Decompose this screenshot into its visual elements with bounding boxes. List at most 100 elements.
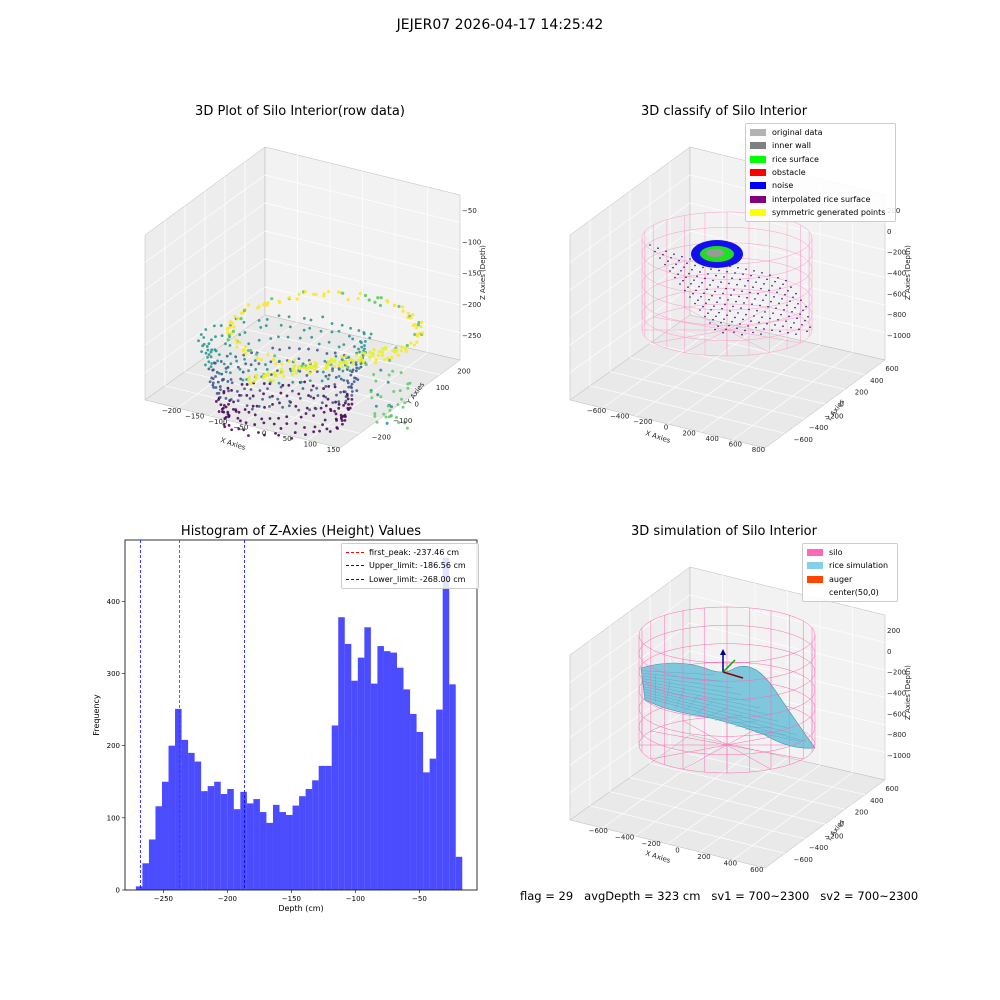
sim-x-tick-label: 600 [750, 866, 763, 874]
raw-z-tick-label: −100 [462, 238, 481, 246]
classify-legend-item: original data [750, 126, 891, 139]
histogram-bar [168, 745, 176, 890]
classify-surface-cluster [691, 240, 743, 268]
simulation-legend: silo rice simulation auger center(50,0) [802, 543, 898, 603]
histogram-bar [161, 781, 169, 890]
raw-3d-grid [144, 155, 461, 441]
legend-label: interpolated rice surface [772, 194, 871, 204]
histogram-bar [155, 806, 162, 890]
histogram-bar [240, 791, 247, 890]
histogram-bar [207, 786, 215, 890]
histogram-bar [397, 667, 404, 890]
cls-z-tick-label: −600 [887, 290, 906, 298]
simulation-3d-grid [569, 575, 886, 861]
histogram-bar [266, 822, 273, 890]
raw-z-tick-label: −200 [462, 301, 481, 309]
histogram-x-tick-label: −50 [412, 895, 427, 903]
sim-z-tick-label: −400 [887, 690, 906, 698]
histogram-bar [318, 765, 326, 890]
histogram-bar [423, 772, 430, 890]
legend-line-swatch [346, 578, 364, 580]
simulation-rice-surface [640, 662, 816, 749]
legend-swatch [750, 169, 766, 177]
legend-label: rice surface [772, 154, 819, 164]
classify-x-ticks: −600 −400 −200 0 200 400 600 800 [587, 407, 765, 454]
raw-y-tick-label: 100 [436, 384, 449, 392]
histogram-bar [325, 765, 332, 890]
histogram-bar [259, 812, 267, 890]
raw-x-tick-label: −100 [208, 418, 227, 426]
cls-y-tick-label: 0 [840, 401, 844, 409]
raw-y-tick-label: 200 [457, 367, 470, 375]
classify-legend-item: inner wall [750, 139, 891, 152]
simulation-legend-item: center(50,0) [807, 586, 893, 599]
raw-z-tick-label: −50 [462, 207, 477, 215]
raw-z-tick-label: −150 [462, 270, 481, 278]
histogram-y-axis-label: Frequency [92, 694, 101, 736]
figure-suptitle: JEJER07 2026-04-17 14:25:42 [396, 17, 604, 33]
sim-z-tick-label: −800 [887, 731, 906, 739]
histogram-bar [246, 803, 254, 890]
legend-label: first_peak: -237.46 cm [369, 548, 460, 558]
cls-x-tick-label: −400 [610, 412, 629, 420]
histogram-reference-lines [139, 540, 246, 890]
sim-y-tick-label: −400 [809, 844, 828, 852]
raw-y-tick-label: −200 [372, 434, 391, 442]
legend-swatch [750, 129, 766, 137]
simulation-x-axis-label: X Axies [644, 849, 671, 865]
cls-y-tick-label: 600 [885, 365, 898, 373]
sim-y-tick-label: 600 [885, 785, 898, 793]
classify-legend-item: interpolated rice surface [750, 192, 891, 205]
simulation-plot-title: 3D simulation of Silo Interior [631, 524, 817, 539]
histogram-bar [364, 627, 371, 890]
cls-x-tick-label: 400 [706, 435, 719, 443]
raw-x-tick-label: 150 [327, 446, 340, 454]
legend-label: silo [829, 548, 843, 558]
histogram-bar [357, 657, 365, 890]
legend-label: noise [772, 181, 794, 191]
legend-label: rice simulation [829, 561, 889, 571]
histogram-y-tick-label: 400 [107, 598, 120, 606]
raw-x-tick-label: 0 [262, 429, 266, 437]
footer-sv1: sv1 = 700~2300 [711, 889, 810, 903]
simulation-z-axis-label: Z Axies (Depth) [904, 665, 912, 720]
footer-avg-depth: avgDepth = 323 cm [584, 889, 701, 903]
sim-y-tick-label: 400 [870, 797, 883, 805]
histogram-bar [383, 651, 391, 890]
sim-z-tick-label: −200 [887, 669, 906, 677]
cls-x-tick-label: 0 [664, 424, 668, 432]
histogram-chart: −250 −200 −150 −100 −50 0 100 200 300 400 Depth … [92, 539, 478, 913]
cls-x-tick-label: 200 [682, 429, 695, 437]
histogram-bar [142, 863, 149, 890]
legend-swatch [807, 589, 823, 596]
footer-sv2: sv2 = 700~2300 [820, 889, 919, 903]
histogram-bar [331, 725, 339, 890]
sim-y-tick-label: 200 [855, 809, 868, 817]
legend-swatch [750, 155, 766, 163]
classify-legend: original data inner wall rice surface obsta… [745, 123, 896, 223]
cls-y-tick-label: 400 [870, 377, 883, 385]
histogram-x-tick-label: −250 [154, 895, 173, 903]
histogram-bar [181, 739, 189, 890]
legend-swatch [750, 195, 766, 203]
raw-y-tick-label: −100 [393, 417, 412, 425]
legend-swatch [807, 575, 823, 583]
raw-x-ticks: −200 −150 −100 −50 0 50 100 150 [162, 407, 340, 454]
simulation-x-ticks: −600 −400 −200 0 200 400 600 [589, 827, 764, 874]
histogram-bar [403, 689, 411, 890]
cls-y-tick-label: −600 [794, 436, 813, 444]
histogram-bar [390, 652, 397, 890]
sim-x-tick-label: −400 [615, 834, 634, 842]
sim-z-tick-label: 200 [887, 627, 900, 635]
histogram-bar [227, 788, 234, 890]
raw-y-tick-label: 0 [415, 401, 419, 409]
legend-swatch [750, 182, 766, 190]
histogram-bar [286, 814, 293, 890]
raw-z-axis-label: Z Axies (Depth) [479, 245, 487, 300]
raw-x-axis-label: X Axies [219, 436, 246, 452]
legend-line-swatch [346, 552, 364, 554]
legend-label: symmetric generated points [772, 207, 886, 217]
histogram-bars [135, 558, 463, 890]
classify-legend-item: rice surface [750, 153, 891, 166]
